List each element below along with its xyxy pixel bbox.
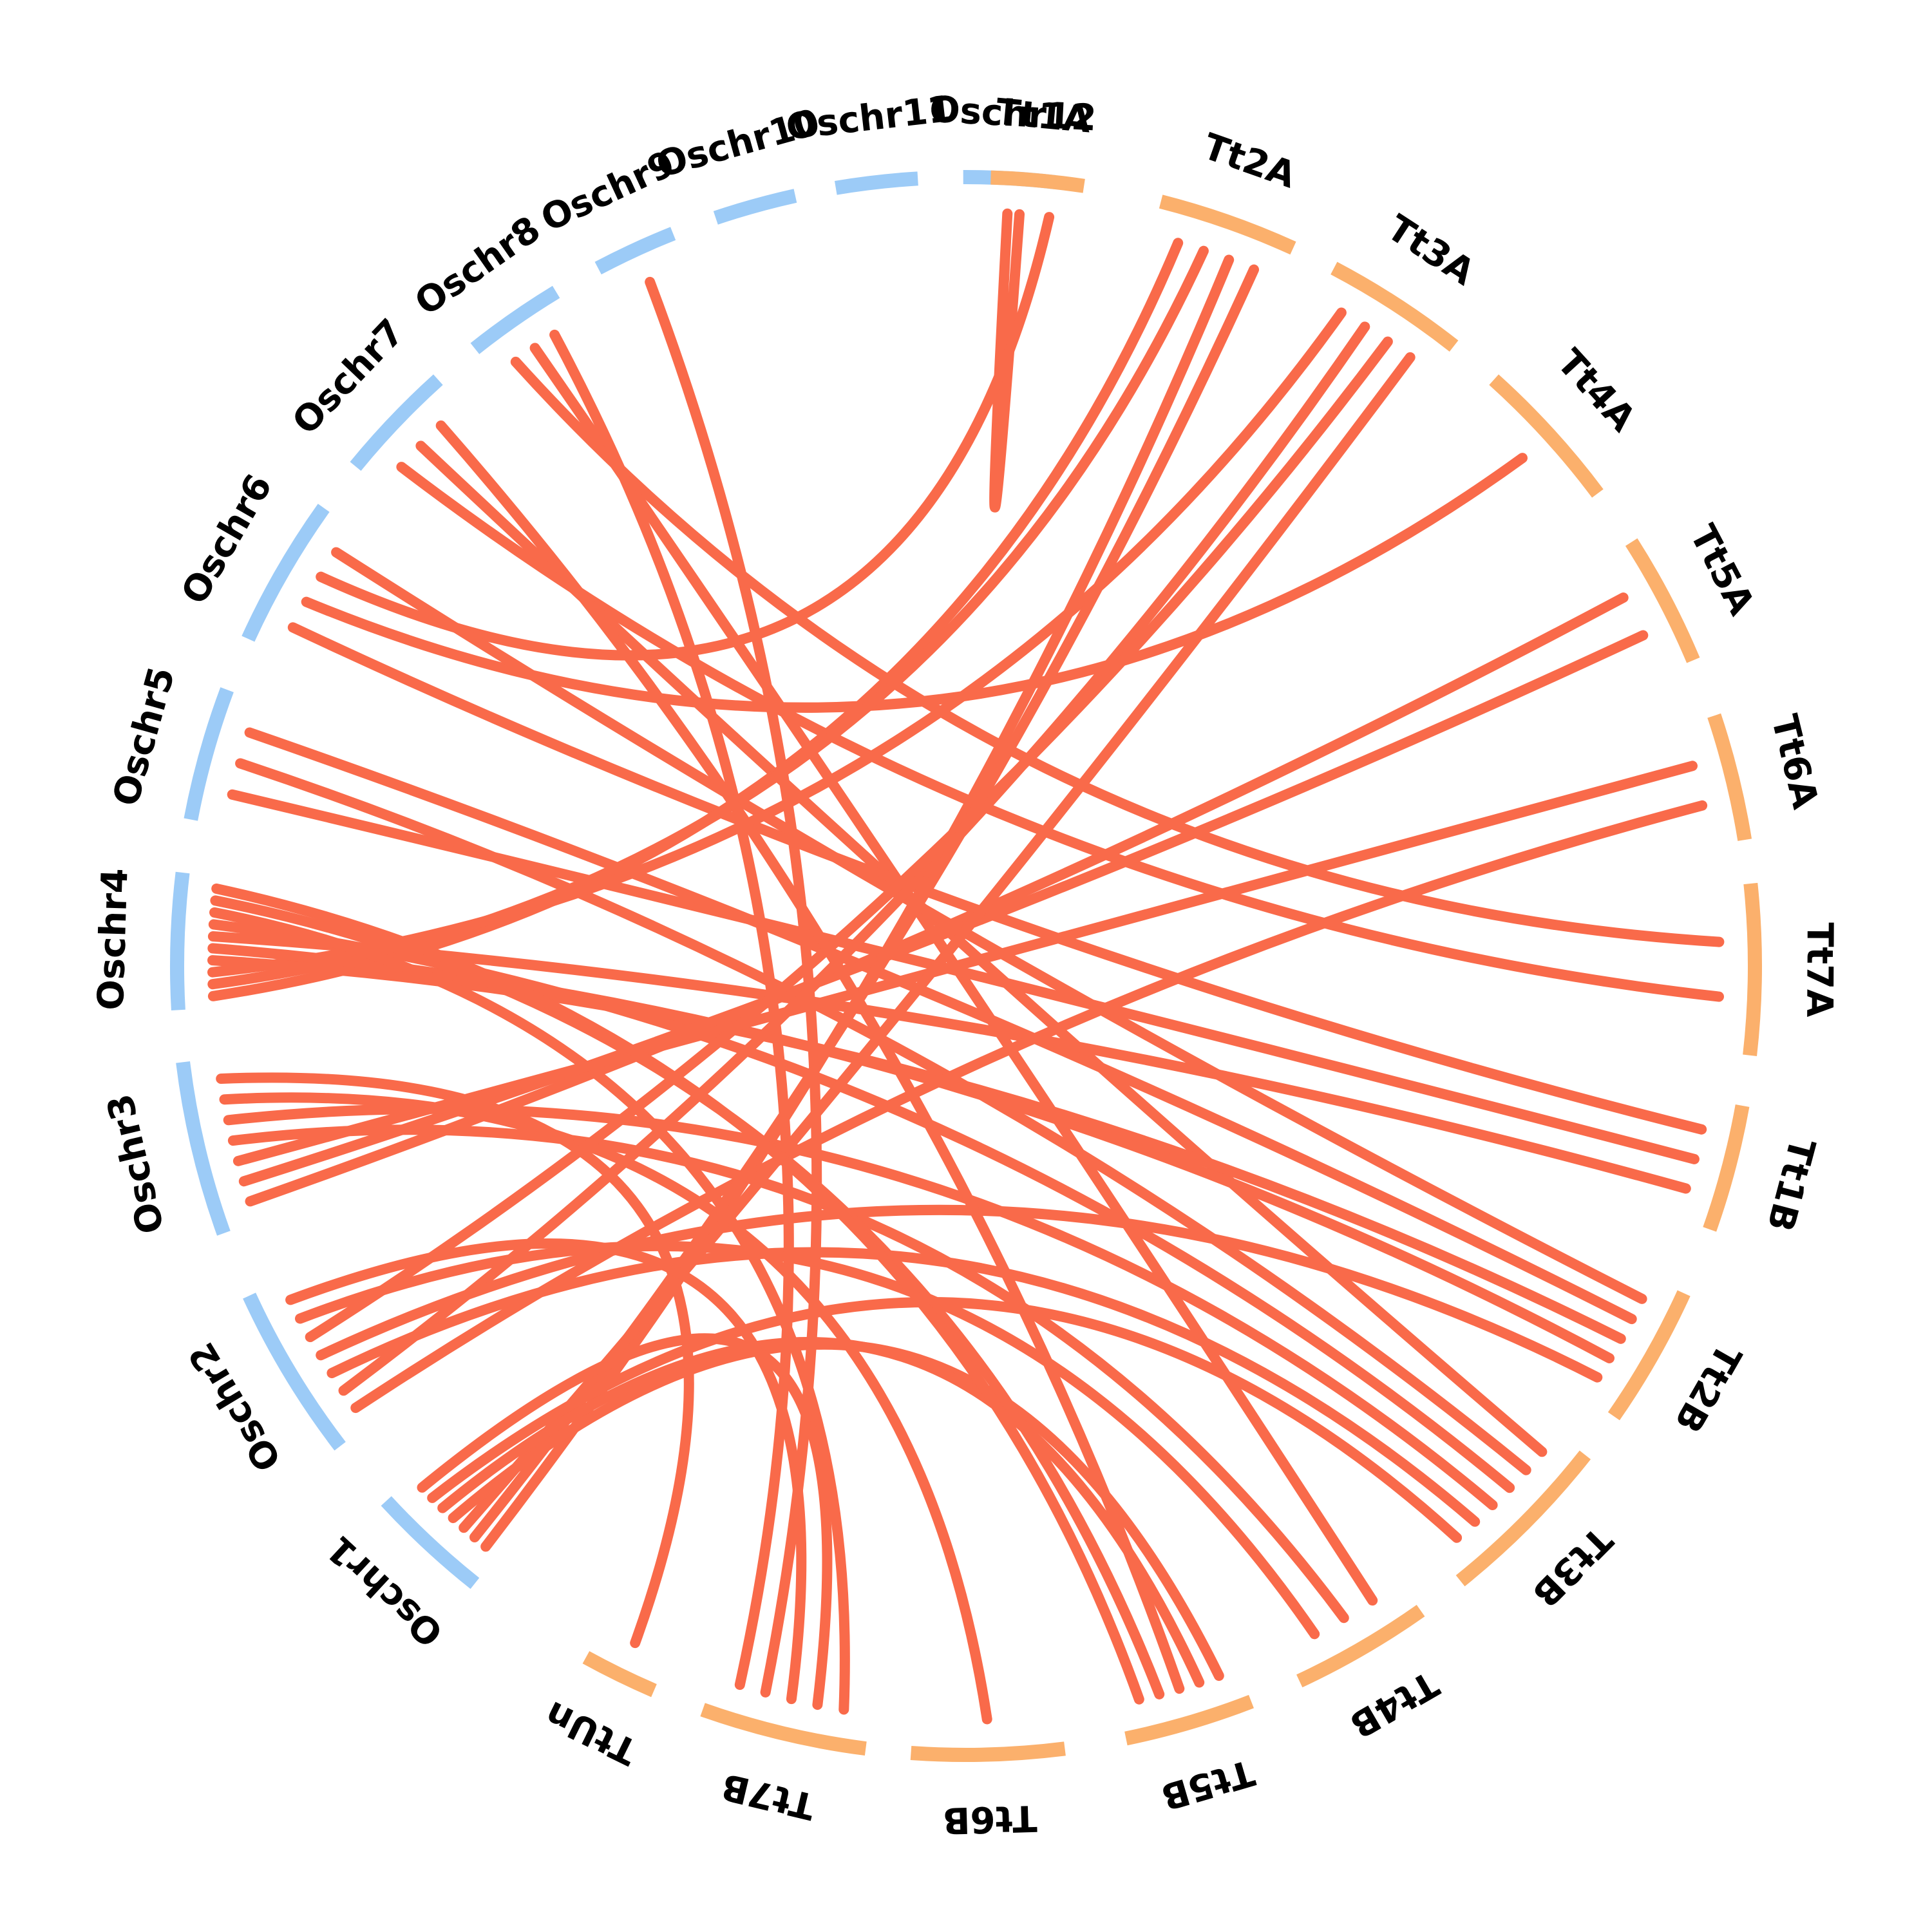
link-oschr2-tt4b xyxy=(295,1240,1320,1640)
link-oschr8-tt7b xyxy=(549,329,794,1690)
segment-arc-oschr3 xyxy=(176,1061,231,1236)
segment-arc-oschr8 xyxy=(470,285,560,354)
segment-arc-tt2a xyxy=(1159,194,1296,255)
link-oschr2-tt2b xyxy=(316,1204,1603,1383)
segment-label-oschr4: Oschr4 xyxy=(90,867,137,1011)
segment-arc-oschr10 xyxy=(713,189,797,225)
link-oschr2-tt7b xyxy=(285,1238,807,1705)
link-oschr3-tt5a xyxy=(245,592,1629,1207)
segment-arc-oschr2 xyxy=(243,1293,346,1451)
link-oschr4-tt5b xyxy=(211,883,1144,1705)
link-oschr3-tt6b xyxy=(219,1092,992,1725)
segment-label-tt5b: Tt5B xyxy=(1157,1751,1259,1818)
segment-label-tt4b: Tt4B xyxy=(1343,1662,1445,1746)
segment-arc-oschr6 xyxy=(242,504,330,642)
link-oschr6-tt2b xyxy=(331,547,1647,1304)
segment-arc-tt1a xyxy=(990,170,1085,193)
segment-arc-oschr1 xyxy=(381,1496,480,1589)
segment-arc-tt3a xyxy=(1331,261,1459,352)
segment-arc-tt4b xyxy=(1296,1605,1425,1688)
link-oschr1-tt5b xyxy=(437,1337,1205,1688)
segment-arc-tt7a xyxy=(1743,882,1762,1056)
segment-arc-oschr11 xyxy=(834,171,918,195)
link-oschr7-tt5b xyxy=(435,420,1185,1694)
segment-label-tt2b: Tt2B xyxy=(1666,1337,1749,1440)
link-oschr4-tt3a xyxy=(207,307,1347,978)
link-oschr5-tt1b xyxy=(227,789,1700,1164)
link-oschr2-tt3a xyxy=(305,336,1393,1343)
links-layer xyxy=(207,208,1725,1725)
segment-arc-oschr5 xyxy=(184,687,234,821)
segment-label-ttun: TtUn xyxy=(538,1692,644,1773)
link-oschr4-tt7b xyxy=(209,907,850,1715)
segment-arc-tt4a xyxy=(1489,374,1604,498)
segment-label-tt3a: Tt3A xyxy=(1379,207,1482,294)
link-oschr1-tt3b xyxy=(427,1296,1463,1543)
link-oschr5-tt2b xyxy=(244,727,1637,1325)
segment-label-oschr3: Oschr3 xyxy=(99,1090,173,1238)
segment-label-oschr12: Oschr12 xyxy=(928,89,1097,140)
link-oschr8-tt7a xyxy=(510,356,1725,947)
segment-arc-tt1b xyxy=(1703,1104,1750,1232)
segment-arc-tt6a xyxy=(1707,713,1752,841)
segment-label-tt1a: Tt1A xyxy=(994,91,1093,141)
link-oschr9-tt7b xyxy=(645,276,822,1698)
segment-label-tt5a: Tt5A xyxy=(1681,518,1763,622)
segment-label-tt1b: Tt1B xyxy=(1759,1133,1823,1235)
segment-label-tt7b: Tt7B xyxy=(717,1765,819,1827)
segment-label-tt2a: Tt2A xyxy=(1198,126,1302,196)
segment-arc-tt6b xyxy=(910,1741,1066,1762)
link-oschr6-tt4a xyxy=(301,453,1528,713)
segment-label-tt3b: Tt3B xyxy=(1524,1519,1620,1615)
segment-arc-oschr4 xyxy=(170,871,190,1011)
segment-arc-oschr7 xyxy=(350,374,443,471)
link-oschr2-tt3b xyxy=(327,1247,1481,1527)
link-oschr3-ttun xyxy=(216,1072,694,1649)
segment-arc-tt5b xyxy=(1124,1694,1254,1746)
segment-label-tt6b: Tt6B xyxy=(942,1797,1037,1841)
segment-arc-tt2b xyxy=(1607,1290,1690,1421)
segment-arc-oschr9 xyxy=(594,227,676,275)
link-oschr1-tt3a xyxy=(459,352,1416,1533)
segment-label-tt4a: Tt4A xyxy=(1549,341,1644,440)
segment-label-oschr5: Oschr5 xyxy=(105,663,184,811)
segment-arc-tt7b xyxy=(700,1703,867,1756)
segment-arc-tt5a xyxy=(1625,538,1700,663)
segment-arc-tt3b xyxy=(1455,1450,1591,1587)
link-oschr5-tt3b xyxy=(235,758,1531,1475)
segments-layer xyxy=(170,169,1762,1762)
segment-label-tt6a: Tt6A xyxy=(1763,711,1826,813)
segment-label-tt7a: Tt7A xyxy=(1798,922,1841,1018)
link-oschr6-tt1a xyxy=(316,212,1055,661)
segment-arc-ttun xyxy=(582,1651,657,1698)
